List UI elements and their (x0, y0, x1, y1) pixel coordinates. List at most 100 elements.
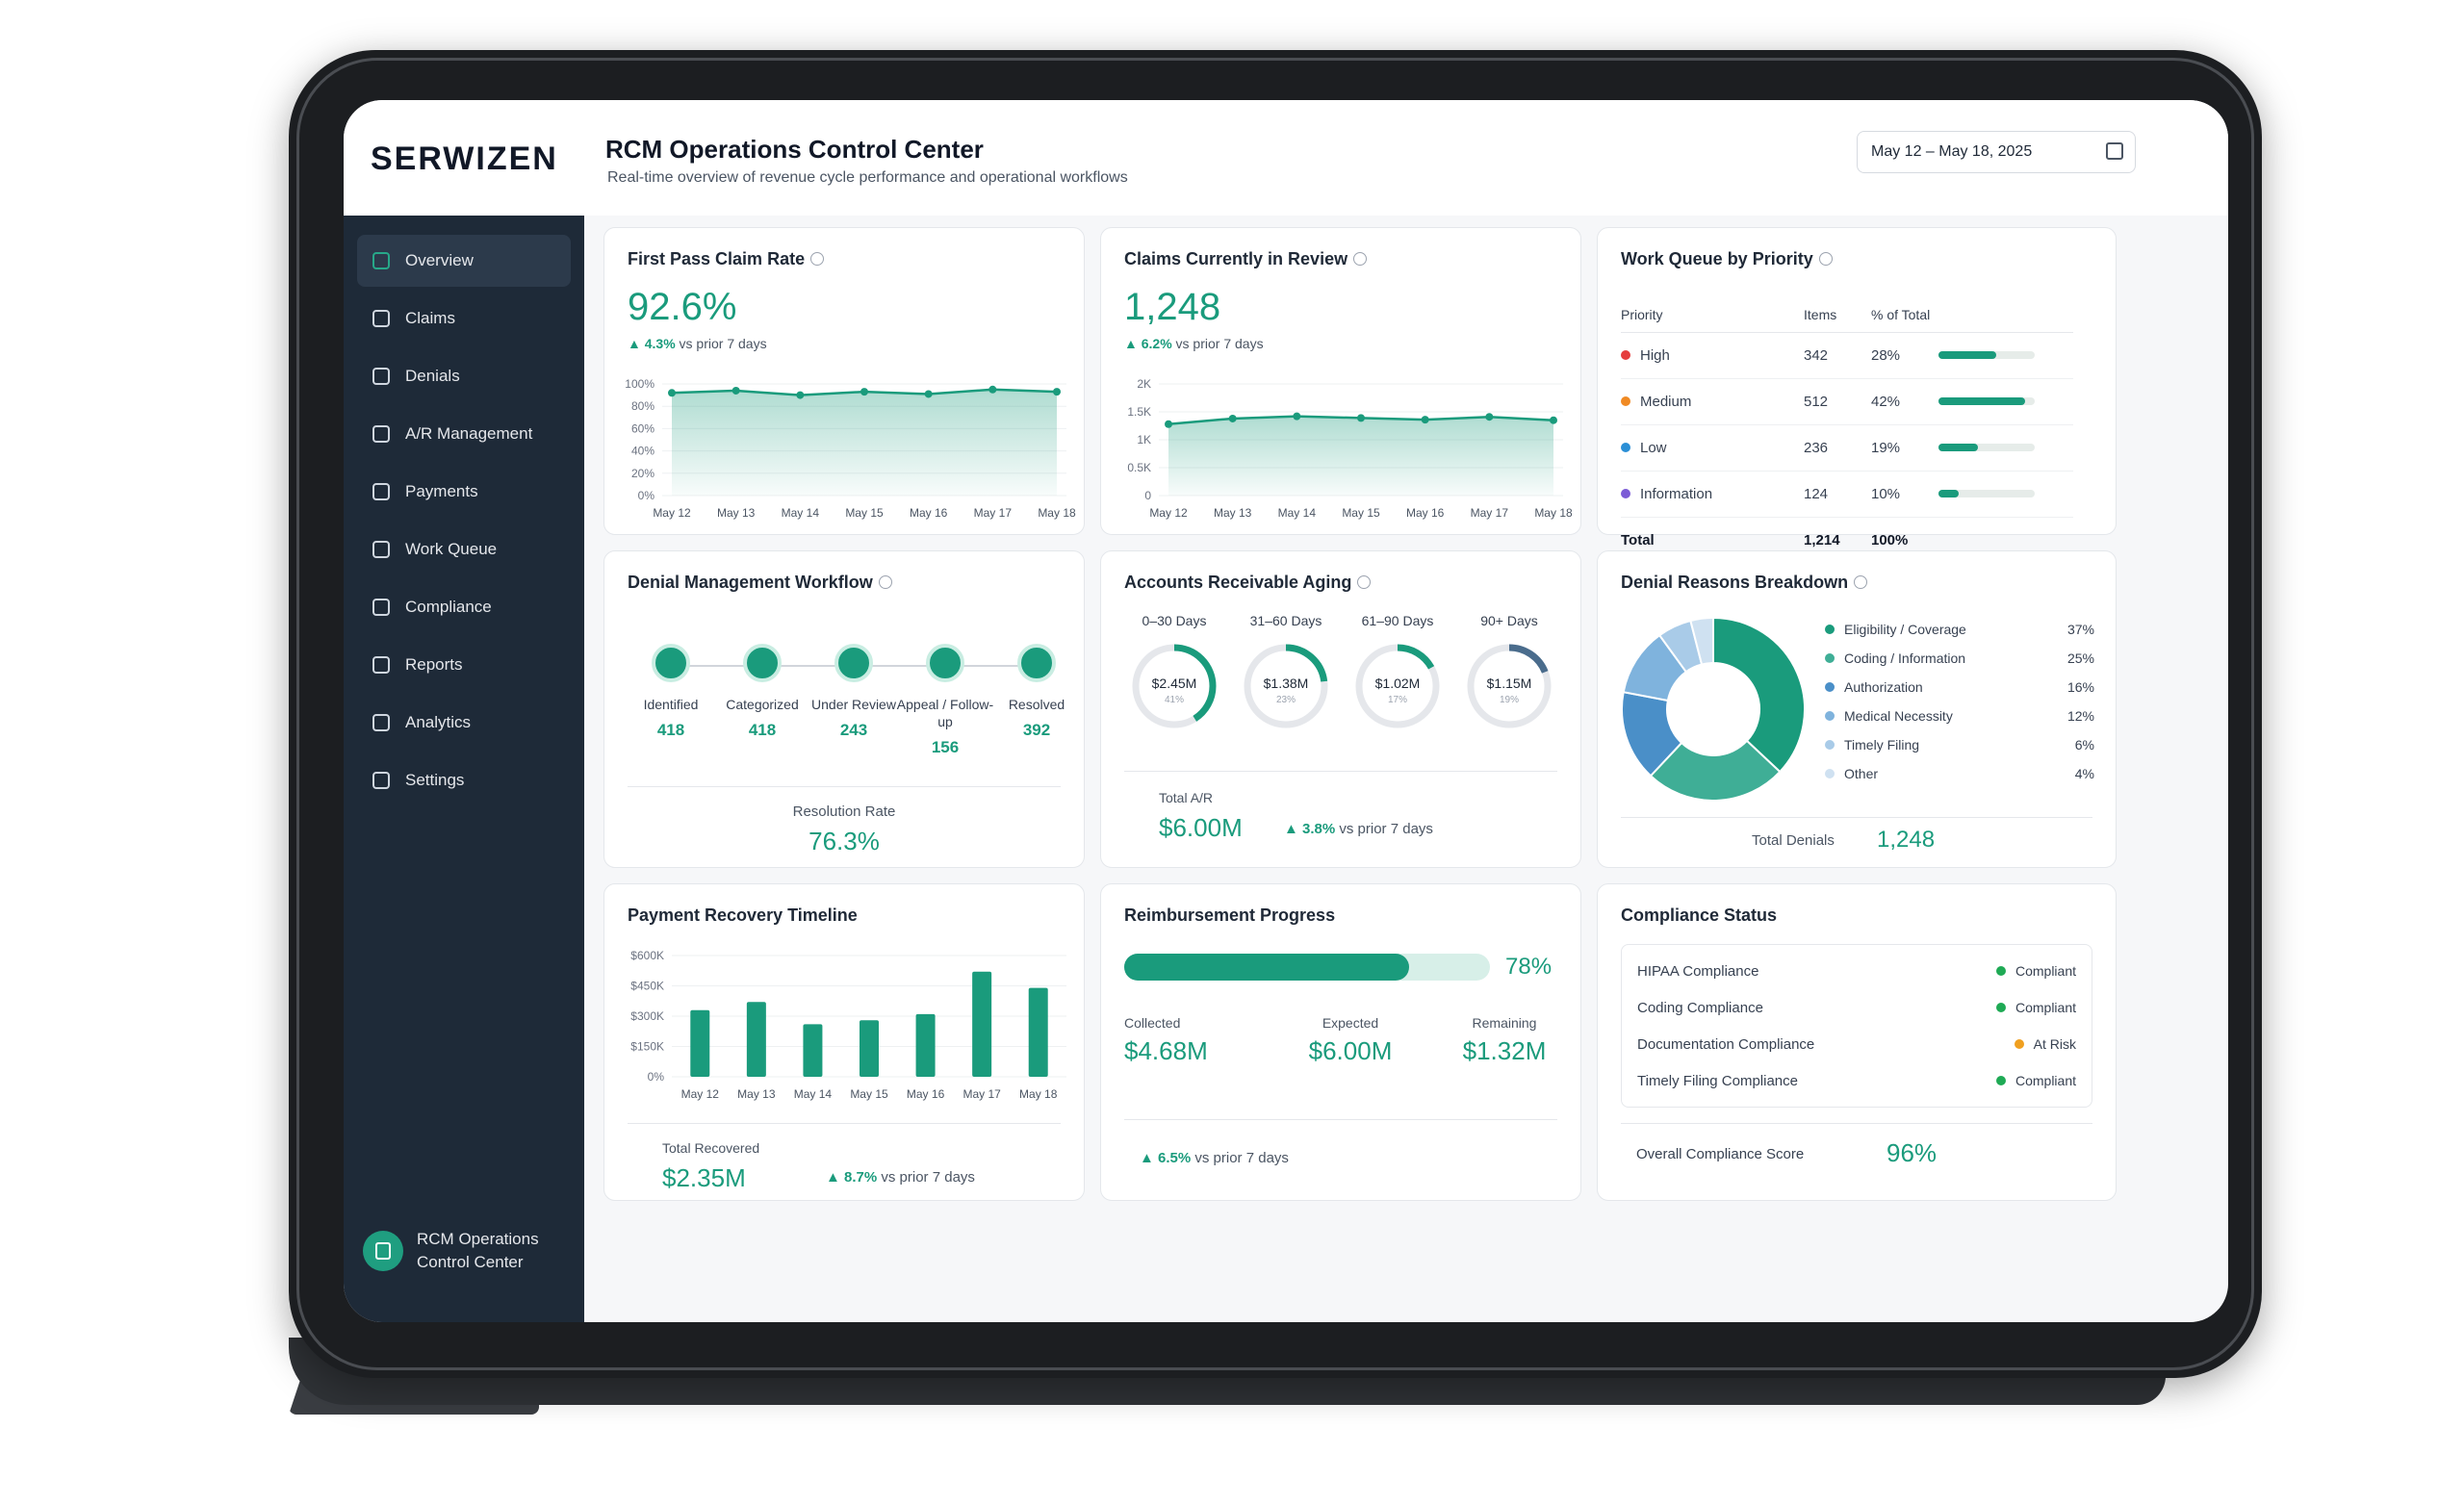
data-point[interactable] (1293, 412, 1301, 421)
sidebar-item-reports[interactable]: Reports (357, 639, 571, 691)
total-ar-label: Total A/R (1159, 790, 1214, 805)
sidebar-item-ar-management[interactable]: A/R Management (357, 408, 571, 460)
sidebar-item-label: A/R Management (405, 424, 533, 443)
ar-bucket[interactable]: 0–30 Days $2.45M 41% (1124, 613, 1224, 739)
bar[interactable] (915, 1013, 936, 1077)
sidebar-item-label: Overview (405, 251, 474, 269)
info-icon[interactable] (1854, 575, 1868, 589)
ar-bucket[interactable]: 61–90 Days $1.02M 17% (1348, 613, 1448, 739)
workflow-step[interactable]: Under Review 243 (801, 644, 907, 740)
bar[interactable] (803, 1024, 823, 1077)
data-point[interactable] (1550, 416, 1557, 424)
data-point[interactable] (1228, 414, 1237, 422)
ar-bucket[interactable]: 90+ Days $1.15M 19% (1459, 613, 1559, 739)
data-point[interactable] (668, 389, 676, 397)
bar[interactable] (1028, 987, 1048, 1077)
legend-percent: 12% (2066, 708, 2094, 724)
ar-bucket-percent: 19% (1500, 695, 1519, 705)
info-icon[interactable] (1818, 252, 1833, 266)
column-header: Items (1804, 297, 1871, 333)
card-title: Accounts Receivable Aging (1124, 573, 1372, 593)
sidebar-item-label: Work Queue (405, 540, 498, 558)
ar-bucket[interactable]: 31–60 Days $1.38M 23% (1236, 613, 1336, 739)
workflow-step[interactable]: Resolved 392 (984, 644, 1090, 740)
y-tick-label: 0% (648, 1070, 665, 1084)
calendar-icon[interactable] (2106, 142, 2123, 160)
ar-ring-fill (1467, 644, 1552, 728)
queue-icon (372, 541, 390, 558)
priority-percent: 42% (1871, 378, 1938, 425)
data-point[interactable] (860, 388, 868, 396)
table-row[interactable]: Low 236 19% (1621, 424, 2073, 472)
sidebar-item-compliance[interactable]: Compliance (357, 581, 571, 633)
bar[interactable] (746, 1002, 766, 1077)
legend-item[interactable]: Authorization 16% (1825, 673, 2094, 701)
workflow-step[interactable]: Appeal / Follow-up 156 (892, 644, 998, 757)
priority-dot (1621, 349, 1630, 360)
info-icon[interactable] (810, 252, 825, 266)
stat-value: $1.32M (1462, 1036, 1547, 1065)
compliance-row[interactable]: HIPAA Compliance Compliant (1637, 953, 2076, 989)
resolution-rate-value: 76.3% (808, 827, 880, 855)
x-tick-label: May 15 (1342, 506, 1380, 520)
compliance-row[interactable]: Coding Compliance Compliant (1637, 989, 2076, 1026)
ar-bucket-amount: $2.45M (1152, 676, 1197, 691)
bar[interactable] (860, 1020, 879, 1077)
compliance-name: HIPAA Compliance (1637, 962, 1759, 980)
sidebar-footer: RCM Operations Control Center (363, 1228, 542, 1274)
legend-item[interactable]: Medical Necessity 12% (1825, 701, 2094, 730)
data-point[interactable] (988, 385, 997, 394)
data-point[interactable] (1357, 414, 1365, 422)
x-tick-label: May 14 (1278, 506, 1317, 520)
priority-percent: 10% (1871, 471, 1938, 518)
sidebar-item-work-queue[interactable]: Work Queue (357, 523, 571, 575)
workflow-step-icon (926, 644, 964, 682)
sidebar-item-denials[interactable]: Denials (357, 350, 571, 402)
legend-item[interactable]: Timely Filing 6% (1825, 730, 2094, 759)
legend-item[interactable]: Coding / Information 25% (1825, 644, 2094, 673)
compliance-row[interactable]: Timely Filing Compliance Compliant (1637, 1062, 2076, 1099)
data-point[interactable] (924, 390, 933, 398)
workflow-step[interactable]: Categorized 418 (709, 644, 815, 740)
data-point[interactable] (796, 391, 805, 399)
table-row[interactable]: Medium 512 42% (1621, 378, 2073, 425)
data-point[interactable] (1053, 388, 1061, 396)
compliance-score-label: Overall Compliance Score (1636, 1146, 1805, 1162)
y-tick-label: $300K (630, 1009, 664, 1023)
denial-workflow-card: Denial Management Workflow Identified 41… (603, 550, 1085, 868)
workflow-step[interactable]: Identified 418 (618, 644, 724, 740)
date-range-picker[interactable]: May 12 – May 18, 2025 (1857, 131, 2136, 173)
legend-item[interactable]: Eligibility / Coverage 37% (1825, 615, 2094, 644)
table-row[interactable]: High 342 28% (1621, 332, 2073, 379)
info-icon[interactable] (878, 575, 892, 589)
sidebar-item-payments[interactable]: Payments (357, 466, 571, 518)
table-row[interactable]: Information 124 10% (1621, 471, 2073, 518)
compliance-row[interactable]: Documentation Compliance At Risk (1637, 1026, 2076, 1062)
sidebar-item-claims[interactable]: Claims (357, 293, 571, 344)
data-point[interactable] (1421, 416, 1429, 424)
priority-items: 236 (1804, 424, 1871, 472)
legend-item[interactable]: Other 4% (1825, 759, 2094, 788)
ar-bucket-percent: 41% (1165, 695, 1184, 705)
sidebar-item-overview[interactable]: Overview (357, 235, 571, 287)
y-tick-label: 1K (1137, 433, 1151, 446)
compliance-name: Coding Compliance (1637, 999, 1763, 1016)
data-point[interactable] (1485, 413, 1494, 421)
sidebar-item-analytics[interactable]: Analytics (357, 697, 571, 749)
legend-percent: 4% (2074, 766, 2094, 781)
bar[interactable] (690, 1009, 710, 1077)
priority-bar (1938, 424, 2073, 472)
priority-items: 342 (1804, 332, 1871, 379)
donut-slice[interactable] (1712, 616, 1806, 774)
data-point[interactable] (732, 386, 740, 395)
workflow-step-icon (652, 644, 690, 682)
data-point[interactable] (1165, 420, 1172, 428)
info-icon[interactable] (1353, 252, 1368, 266)
priority-bar (1938, 378, 2073, 425)
donut-slice[interactable] (1689, 616, 1714, 666)
bar[interactable] (972, 971, 992, 1077)
in-review-area (1168, 416, 1553, 496)
sidebar-item-settings[interactable]: Settings (357, 754, 571, 806)
info-icon[interactable] (1357, 575, 1372, 589)
donut-slice[interactable] (1649, 739, 1782, 802)
